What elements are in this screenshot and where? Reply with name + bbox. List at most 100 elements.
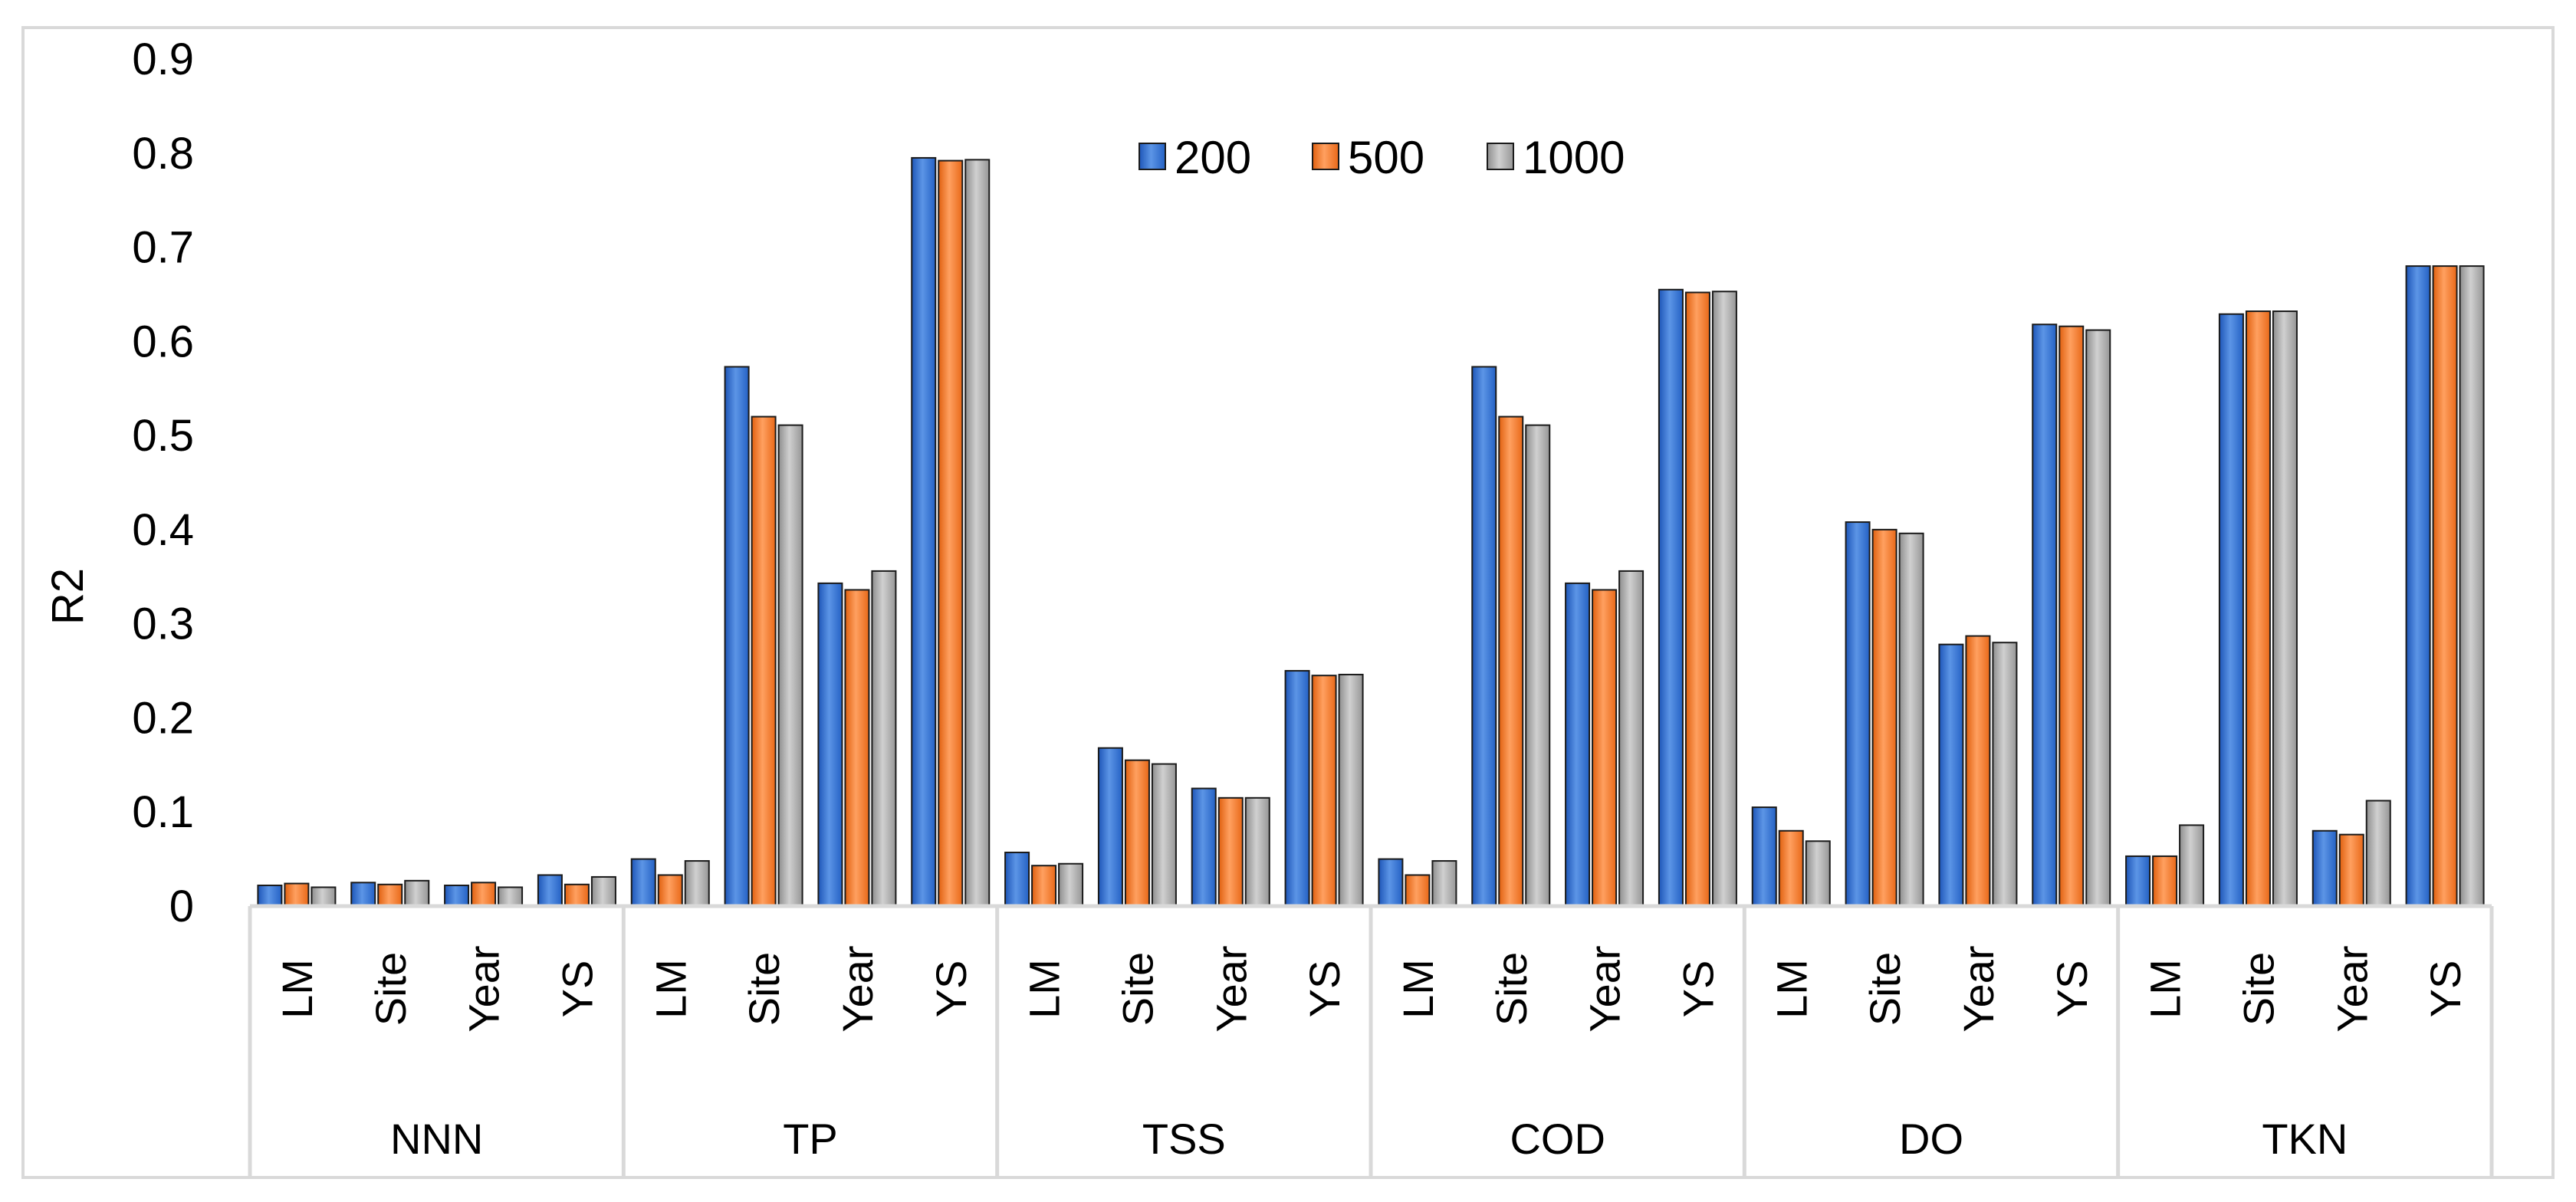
y-tick-label: 0.7 <box>132 223 194 273</box>
y-tick-label: 0.2 <box>132 693 194 743</box>
bar-1000-DO-YS <box>2085 329 2111 908</box>
bar-200-COD-YS <box>1658 288 1684 907</box>
bar-200-TP-Site <box>724 366 750 907</box>
x-category-label: Year <box>2328 945 2376 1032</box>
y-tick-label: 0.5 <box>132 411 194 461</box>
x-category-label: LM <box>2141 959 2190 1019</box>
bar-200-DO-LM <box>1751 806 1777 908</box>
bar-200-COD-LM <box>1378 858 1404 907</box>
bar-1000-DO-Site <box>1898 532 1924 907</box>
legend-swatch-1000 <box>1487 143 1514 170</box>
bar-200-TSS-YS <box>1284 670 1310 907</box>
bar-200-NNN-YS <box>537 874 563 907</box>
bar-200-TKN-Site <box>2218 313 2244 907</box>
legend: 200 500 1000 <box>1138 132 1625 183</box>
y-tick-label: 0.4 <box>132 505 194 555</box>
bar-500-DO-YS <box>2058 325 2085 907</box>
bar-500-COD-YS <box>1684 291 1710 907</box>
bar-500-TSS-Site <box>1124 759 1150 908</box>
bar-200-NNN-LM <box>257 884 283 908</box>
bar-500-DO-Year <box>1965 635 1991 908</box>
bar-1000-TKN-LM <box>2179 824 2205 908</box>
x-category-label: YS <box>1674 961 1722 1018</box>
bar-1000-NNN-YS <box>590 875 616 907</box>
bar-1000-TP-LM <box>684 860 710 907</box>
x-category-label: LM <box>1767 959 1815 1019</box>
x-category-label: YS <box>1300 961 1349 1018</box>
bar-200-DO-Year <box>1938 643 1964 908</box>
bar-200-COD-Year <box>1565 582 1591 907</box>
bar-500-TKN-YS <box>2432 265 2458 908</box>
bar-500-TSS-YS <box>1311 675 1337 907</box>
y-tick-label: 0.8 <box>132 129 194 179</box>
legend-label: 200 <box>1175 132 1251 183</box>
bar-1000-TSS-LM <box>1058 862 1084 907</box>
bar-1000-NNN-LM <box>310 886 337 908</box>
y-axis-label: R2 <box>43 568 93 625</box>
bar-200-DO-Site <box>1845 521 1871 907</box>
legend-swatch-500 <box>1312 143 1339 170</box>
bar-500-COD-Site <box>1498 415 1524 907</box>
bar-1000-TKN-YS <box>2459 265 2485 908</box>
x-category-label: Site <box>366 952 415 1026</box>
x-group-label: COD <box>1510 1115 1605 1163</box>
x-category-label: LM <box>1020 959 1069 1019</box>
x-category-label: Year <box>1207 945 1255 1032</box>
bar-1000-DO-Year <box>1992 642 2018 907</box>
legend-label: 1000 <box>1523 132 1625 183</box>
bar-series <box>257 156 2485 908</box>
bar-1000-NNN-Year <box>498 886 524 908</box>
x-category-label: LM <box>273 959 321 1019</box>
bar-500-NNN-Site <box>377 883 403 907</box>
bar-1000-COD-YS <box>1711 291 1737 907</box>
bar-500-TSS-Year <box>1217 796 1244 907</box>
x-category-label: Site <box>1113 952 1162 1026</box>
bar-200-TSS-Year <box>1191 787 1217 908</box>
x-axis-category-table: LM Site Year YS NNN LM Site Year YS TP LM Site Year Y… <box>248 904 2494 1176</box>
y-tick-label: 0.3 <box>132 599 194 649</box>
bar-500-TKN-Year <box>2338 833 2364 907</box>
x-group-label: TKN <box>2262 1115 2348 1163</box>
x-category-label: LM <box>1394 959 1442 1019</box>
x-category-label: Site <box>1861 952 1909 1026</box>
x-category-label: YS <box>2048 961 2096 1018</box>
bar-1000-TP-Year <box>871 570 897 908</box>
bar-200-DO-YS <box>2032 323 2058 907</box>
y-tick-label: 0.6 <box>132 317 194 366</box>
x-category-label: Site <box>740 952 788 1026</box>
bar-1000-TSS-Year <box>1244 796 1270 907</box>
bar-500-NNN-LM <box>284 882 310 907</box>
bar-500-TP-Site <box>751 415 777 907</box>
bar-200-TKN-YS <box>2405 265 2431 908</box>
chart-frame <box>21 26 2555 1179</box>
bar-200-TP-LM <box>630 858 656 907</box>
x-group-label: TP <box>783 1115 838 1163</box>
y-tick-label: 0.9 <box>132 34 194 84</box>
bar-1000-TKN-Site <box>2272 310 2298 907</box>
x-category-label: Year <box>460 945 508 1032</box>
bar-200-NNN-Year <box>444 884 470 908</box>
bar-200-TP-Year <box>817 582 843 907</box>
x-category-label: Year <box>833 945 882 1032</box>
bar-200-TKN-Year <box>2312 829 2338 908</box>
bar-500-DO-Site <box>1871 528 1898 908</box>
bar-500-TP-Year <box>844 589 870 907</box>
x-group-label: NNN <box>390 1115 483 1163</box>
x-category-label: YS <box>553 961 601 1018</box>
bar-500-TP-LM <box>657 874 683 907</box>
x-category-label: Year <box>1954 945 2003 1032</box>
bar-500-TKN-Site <box>2245 310 2271 907</box>
y-tick-label: 0.1 <box>132 787 194 837</box>
bar-1000-TKN-Year <box>2365 800 2391 907</box>
bar-200-TP-YS <box>911 156 937 907</box>
bar-500-TKN-LM <box>2152 855 2178 907</box>
bar-1000-TSS-YS <box>1338 673 1364 907</box>
bar-1000-TSS-Site <box>1151 763 1177 907</box>
y-axis-ticks: 0 0.1 0.2 0.3 0.4 0.5 0.6 0.7 0.8 0.9 <box>132 34 194 931</box>
x-category-label: LM <box>646 959 695 1019</box>
bar-1000-TP-Site <box>777 424 803 907</box>
x-category-label: Site <box>2234 952 2282 1026</box>
x-category-label: YS <box>927 961 975 1018</box>
bar-500-TP-YS <box>938 159 964 908</box>
bar-200-NNN-Site <box>350 882 376 907</box>
